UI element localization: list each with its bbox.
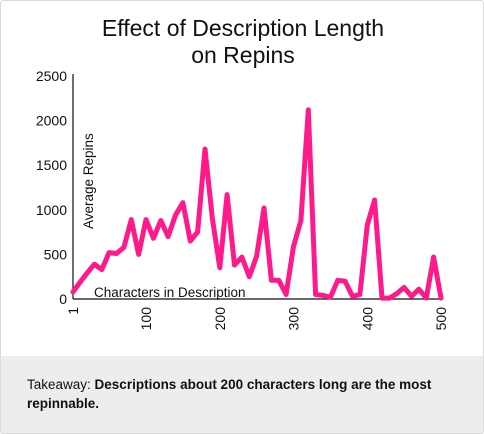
series-line	[70, 107, 444, 301]
takeaway-statement: Descriptions about 200 characters long a…	[27, 377, 432, 411]
chart-title-line-2: on Repins	[191, 42, 295, 68]
chart-title-line-1: Effect of Description Length	[101, 15, 385, 41]
y-axis-label: Average Repins	[81, 133, 96, 229]
line-chart: 0 500 1000 1500 2000 2500 1 100 200 300 400 500 Aver…	[36, 68, 449, 331]
x-tick-label: 300	[286, 307, 302, 331]
x-tick-label: 400	[359, 307, 375, 331]
y-tick-label: 2000	[36, 113, 67, 129]
x-tick-label: 500	[433, 307, 449, 331]
takeaway-panel: Takeaway: Descriptions about 200 charact…	[1, 356, 483, 433]
takeaway-prefix: Takeaway:	[27, 377, 95, 392]
chart-title: Effect of Description Length on Repins	[1, 15, 483, 69]
x-tick-label: 1	[65, 307, 81, 315]
y-tick-label: 1500	[36, 157, 67, 173]
y-tick-label: 1000	[36, 202, 67, 218]
y-tick-label: 0	[59, 291, 67, 307]
takeaway-text: Takeaway: Descriptions about 200 charact…	[27, 375, 447, 413]
x-tick-label: 200	[212, 307, 228, 331]
x-tick-label: 100	[138, 307, 154, 331]
y-tick-label: 2500	[36, 68, 67, 84]
y-tick-label: 500	[44, 246, 68, 262]
x-axis-label: Characters in Description	[94, 285, 246, 300]
